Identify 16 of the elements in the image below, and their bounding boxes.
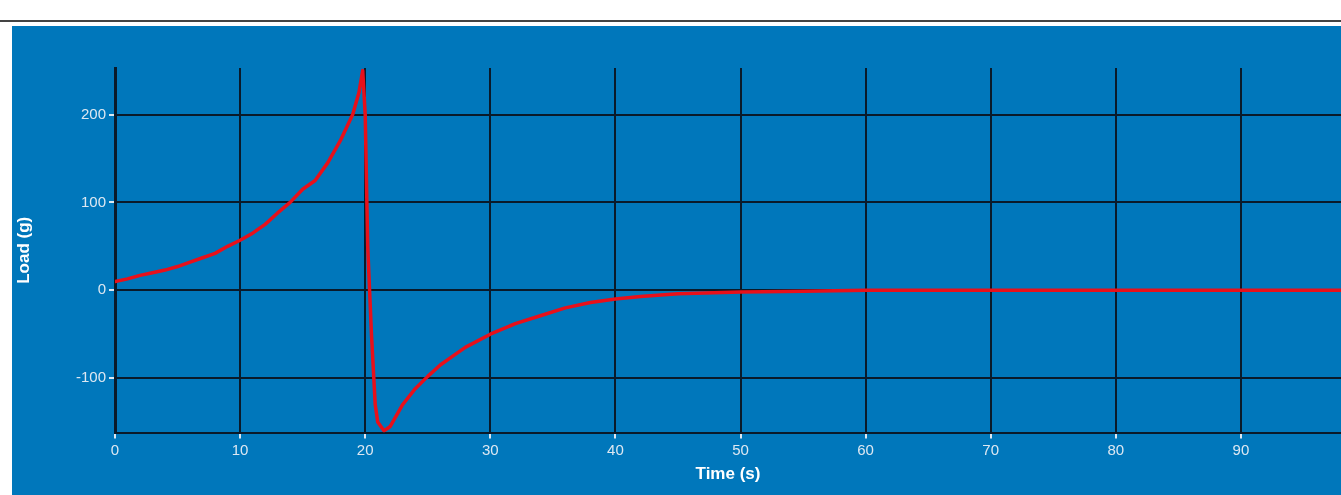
x-axis-title: Time (s) <box>695 464 761 484</box>
y-tick-label: -100 <box>75 368 106 386</box>
x-tick-label: 0 <box>110 440 120 458</box>
y-tick-label: 0 <box>97 280 106 298</box>
x-tick-label: 20 <box>356 440 374 458</box>
x-tick-label: 90 <box>1232 440 1250 458</box>
x-tick-label: 80 <box>1107 440 1125 458</box>
x-tick-label: 40 <box>607 440 624 458</box>
x-tick-label: 60 <box>857 440 874 458</box>
y-tick-label: 100 <box>80 192 106 210</box>
x-tick-label: 30 <box>481 440 499 458</box>
x-tick-label: 50 <box>732 440 749 458</box>
x-tick-label: 70 <box>982 440 1000 458</box>
x-tick-label: 10 <box>231 440 249 458</box>
y-tick-label: 200 <box>80 104 106 122</box>
y-axis-title: Load (g) <box>13 216 33 284</box>
